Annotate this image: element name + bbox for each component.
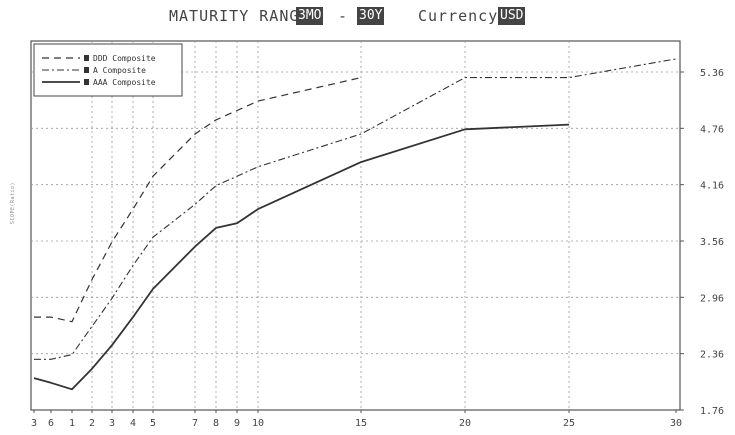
x-tick-label: 2: [89, 418, 95, 429]
x-tick-label: 7: [192, 418, 198, 429]
legend-marker: [84, 67, 89, 73]
series-line-3: [33, 123, 570, 391]
y-tick-label: 4.16: [700, 181, 724, 192]
plot-frame: [30, 40, 681, 411]
title-bar: MATURITY RANGE 3MO - 30Y Currency USD: [0, 4, 735, 30]
x-tick-label: 9: [234, 418, 240, 429]
y-tick-label: 3.56: [700, 237, 724, 248]
legend-marker: [84, 79, 89, 85]
maturity-range-label: MATURITY RANGE: [169, 7, 310, 25]
series-lines: [33, 58, 677, 391]
x-tick-label: 8: [213, 418, 219, 429]
x-tick-label: 15: [355, 418, 367, 429]
legend-marker: [84, 55, 89, 61]
y-tick-label: 5.36: [700, 68, 724, 79]
legend-label-3: AAA Composite: [93, 78, 156, 87]
x-tick-label: 20: [459, 418, 471, 429]
x-tick-label: 30: [670, 418, 682, 429]
y-tick-label: 2.96: [700, 293, 724, 304]
x-tick-label: 6: [48, 418, 54, 429]
currency-field[interactable]: USD: [498, 7, 526, 25]
x-tick-label: 5: [150, 418, 156, 429]
x-tick-label: 3: [109, 418, 115, 429]
range-separator: -: [338, 7, 349, 25]
x-axis-ticks: 3 6 1 2 3 4 5 7 8 9 10 15 20 25 30: [31, 410, 682, 429]
x-tick-label: 3: [31, 418, 37, 429]
legend-label-1: DDD Composite: [93, 54, 156, 63]
x-tick-label: 25: [563, 418, 575, 429]
x-tick-label: 1: [69, 418, 75, 429]
legend: DDD Composite A Composite AAA Composite: [33, 43, 183, 97]
x-tick-label: 4: [130, 418, 136, 429]
series-line-2: [34, 58, 677, 360]
legend-label-2: A Composite: [93, 66, 146, 75]
grid-lines: [31, 41, 680, 410]
series-line-1: [34, 77, 362, 323]
y-tick-label: 4.76: [700, 124, 724, 135]
y-tick-label: 2.36: [700, 350, 724, 361]
range-end-field[interactable]: 30Y: [357, 7, 385, 25]
y-tick-label: 1.76: [700, 406, 724, 417]
y-axis-ticks: 1.76 2.36 2.96 3.56 4.16 4.76 5.36: [680, 68, 724, 417]
range-start-field[interactable]: 3MO: [296, 7, 324, 25]
x-tick-label: 10: [252, 418, 264, 429]
currency-label: Currency: [418, 7, 499, 25]
